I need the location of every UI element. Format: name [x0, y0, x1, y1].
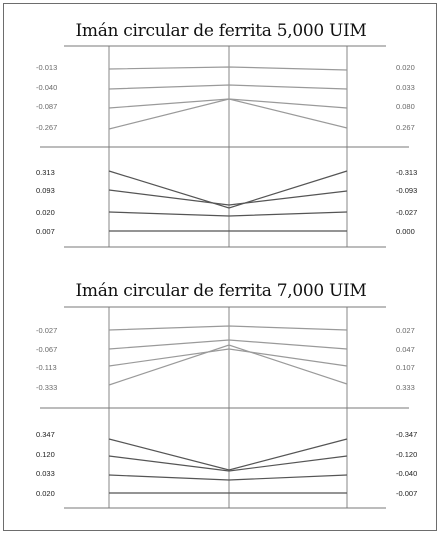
panel-2-top-right-label: 0.107 [396, 363, 415, 372]
panel-1-top-right-label: 0.080 [396, 102, 415, 111]
panel-2-bottom-right-label: -0.040 [396, 469, 417, 478]
panel-2-top-left-label: -0.113 [36, 363, 57, 372]
panel-1-top-right-label: 0.033 [396, 83, 415, 92]
panel-1-top-left-label: -0.087 [36, 102, 57, 111]
panel-1-top-curve-4 [108, 98, 348, 130]
panel-2-top-curve-3 [108, 348, 348, 367]
panel-1-top-left-label: -0.267 [36, 123, 57, 132]
panel-2-bottom-right-label: -0.007 [396, 489, 417, 498]
panel-2-bottom-left-label: 0.020 [36, 489, 55, 498]
panel-2-bottom-left-label: 0.033 [36, 469, 55, 478]
panel-1-bottom-left-label: 0.093 [36, 186, 55, 195]
panel-1-top-left-label: -0.040 [36, 83, 57, 92]
panel-1-top-curve-1 [108, 66, 348, 71]
panel-2-title: Imán circular de ferrita 7,000 UIM [75, 281, 367, 301]
panel-1-bottom-curve-2 [108, 189, 348, 206]
panel-1-bottom-left-label: 0.313 [36, 168, 55, 177]
panel-2-top-curve-1 [108, 325, 348, 331]
panel-1-bottom-left-label: 0.020 [36, 208, 55, 217]
panel-1-bottom-curve-3 [108, 211, 348, 217]
panel-1-bottom-curve-1 [108, 170, 348, 209]
diagram-frame [3, 3, 437, 531]
panel-2-top-left-label: -0.067 [36, 345, 57, 354]
panel-1-top-right-label: 0.020 [396, 63, 415, 72]
panel-1-bottom-left-label: 0.007 [36, 227, 55, 236]
panel-2-bottom-right-label: -0.120 [396, 450, 417, 459]
panel-2-top-curve-2 [108, 339, 348, 350]
panel-1-bottom-right-label: -0.027 [396, 208, 417, 217]
panel-1-title: Imán circular de ferrita 5,000 UIM [75, 21, 367, 41]
panel-2-bottom-right-label: -0.347 [396, 430, 417, 439]
panel-2-top-curve-4 [108, 344, 348, 386]
panel-1-bottom-right-label: -0.093 [396, 186, 417, 195]
panel-2-bottom-curve-1 [108, 438, 348, 471]
panel-2-top-left-label: -0.027 [36, 326, 57, 335]
panel-1-top-right-label: 0.267 [396, 123, 415, 132]
panel-1-top-curve-2 [108, 84, 348, 90]
panel-2-top-left-label: -0.333 [36, 383, 57, 392]
panel-2-bottom-left-label: 0.347 [36, 430, 55, 439]
panel-1-top-left-label: -0.013 [36, 63, 57, 72]
panel-2-top-right-label: 0.333 [396, 383, 415, 392]
panel-2-bottom-left-label: 0.120 [36, 450, 55, 459]
panel-1-top-curve-3 [108, 98, 348, 109]
panel-2-bottom-curve-3 [108, 474, 348, 481]
panel-1-bottom-right-label: -0.313 [396, 168, 417, 177]
panel-2-bottom-curve-2 [108, 455, 348, 472]
panel-1-bottom-right-label: 0.000 [396, 227, 415, 236]
panel-2-top-right-label: 0.027 [396, 326, 415, 335]
panel-2-top-right-label: 0.047 [396, 345, 415, 354]
